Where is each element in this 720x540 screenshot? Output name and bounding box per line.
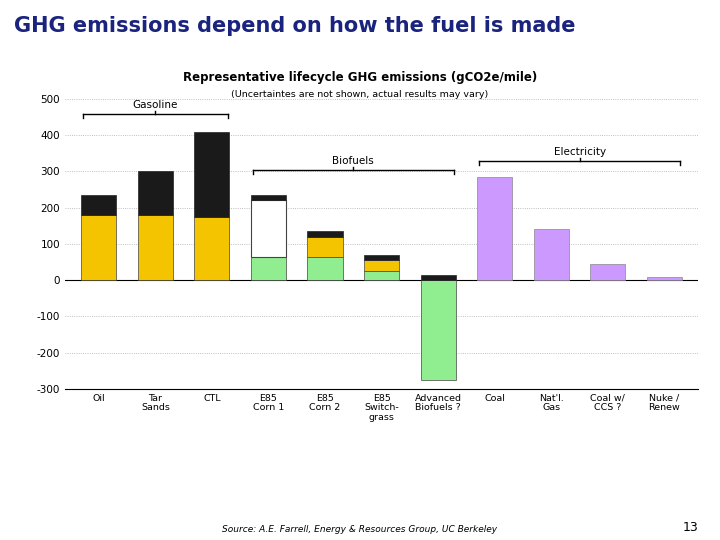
Bar <box>534 230 569 280</box>
Bar <box>364 260 399 271</box>
Bar <box>307 237 343 256</box>
Bar <box>251 195 286 200</box>
Bar <box>364 271 399 280</box>
Bar <box>590 264 626 280</box>
Text: Representative lifecycle GHG emissions (gCO2e/mile): Representative lifecycle GHG emissions (… <box>183 71 537 84</box>
Bar <box>138 172 173 215</box>
Text: 13: 13 <box>683 521 698 534</box>
Bar <box>81 195 117 215</box>
Bar <box>307 256 343 280</box>
Text: Gasoline: Gasoline <box>132 100 178 110</box>
Bar <box>420 275 456 280</box>
Bar <box>81 215 117 280</box>
Bar <box>647 277 682 280</box>
Bar <box>138 215 173 280</box>
Bar <box>194 217 230 280</box>
Text: Biofuels: Biofuels <box>333 157 374 166</box>
Bar <box>251 200 286 256</box>
Bar <box>364 255 399 260</box>
Text: (Uncertaintes are not shown, actual results may vary): (Uncertaintes are not shown, actual resu… <box>231 90 489 99</box>
Bar <box>194 132 230 217</box>
Text: GHG emissions depend on how the fuel is made: GHG emissions depend on how the fuel is … <box>14 16 576 36</box>
Text: Electricity: Electricity <box>554 147 606 157</box>
Bar <box>251 256 286 280</box>
Bar <box>420 280 456 380</box>
Bar <box>477 177 513 280</box>
Bar <box>307 231 343 237</box>
Text: Source: A.E. Farrell, Energy & Resources Group, UC Berkeley: Source: A.E. Farrell, Energy & Resources… <box>222 524 498 534</box>
